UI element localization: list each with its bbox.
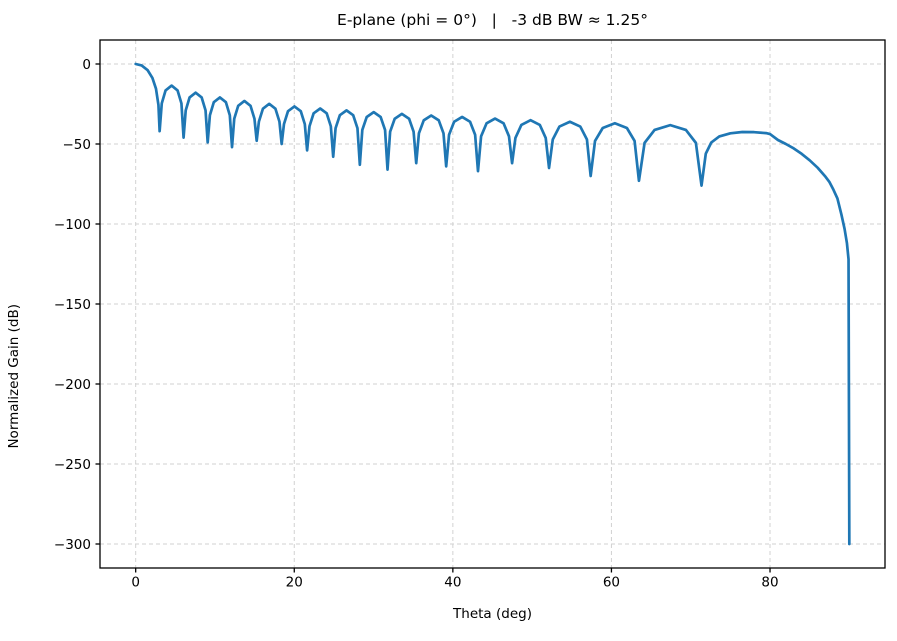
y-tick-label: −200 [54, 377, 91, 393]
y-tick-label: −100 [54, 217, 91, 233]
y-tick-label: −150 [54, 297, 91, 313]
x-tick-label: 40 [444, 575, 461, 591]
x-tick-label: 80 [761, 575, 778, 591]
x-tick-label: 60 [603, 575, 620, 591]
data-line [134, 62, 851, 546]
y-tick-label: −250 [54, 457, 91, 473]
y-tick-label: −50 [63, 137, 92, 153]
x-tick-label: 0 [131, 575, 140, 591]
y-tick-label: 0 [82, 57, 91, 73]
y-tick-label: −300 [54, 537, 91, 553]
x-axis-label: Theta (deg) [453, 606, 532, 622]
chart-title: E-plane (phi = 0°) | -3 dB BW ≈ 1.25° [337, 11, 648, 29]
x-tick-label: 20 [286, 575, 303, 591]
y-axis-label-text: Normalized Gain (dB) [6, 303, 22, 449]
